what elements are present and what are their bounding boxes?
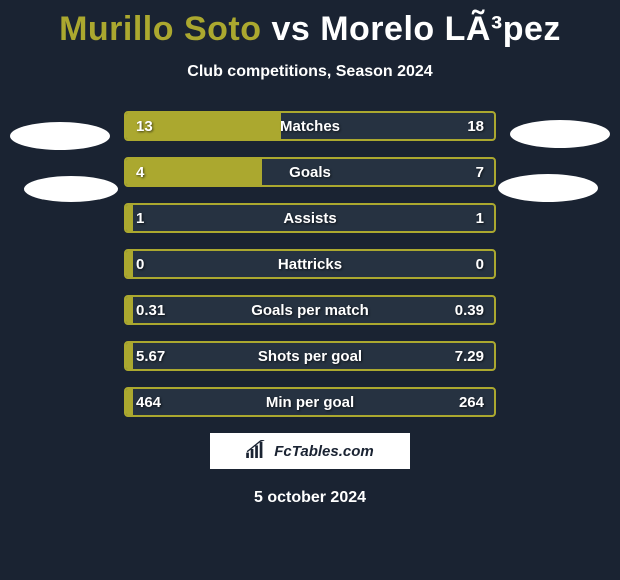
page-title: Murillo Soto vs Morelo LÃ³pez xyxy=(0,0,620,49)
bar-row: 0.31Goals per match0.39 xyxy=(124,295,496,325)
bar-value-right: 18 xyxy=(467,113,484,139)
chart-icon xyxy=(246,440,268,462)
bar-value-right: 0.39 xyxy=(455,297,484,323)
bar-row: 4Goals7 xyxy=(124,157,496,187)
bar-value-right: 7.29 xyxy=(455,343,484,369)
bar-label: Assists xyxy=(126,205,494,231)
bar-label: Goals xyxy=(126,159,494,185)
player2-logo-bottom xyxy=(498,174,598,202)
bar-value-right: 7 xyxy=(476,159,484,185)
bar-label: Shots per goal xyxy=(126,343,494,369)
bar-value-right: 0 xyxy=(476,251,484,277)
bar-label: Goals per match xyxy=(126,297,494,323)
player2-name: Morelo LÃ³pez xyxy=(320,10,561,48)
date-text: 5 october 2024 xyxy=(0,489,620,507)
bar-label: Matches xyxy=(126,113,494,139)
bar-row: 13Matches18 xyxy=(124,111,496,141)
bar-label: Hattricks xyxy=(126,251,494,277)
subtitle: Club competitions, Season 2024 xyxy=(0,63,620,81)
brand-chip: FcTables.com xyxy=(210,433,410,469)
vs-text: vs xyxy=(271,10,310,48)
bar-value-right: 1 xyxy=(476,205,484,231)
player1-name: Murillo Soto xyxy=(59,10,261,48)
bar-label: Min per goal xyxy=(126,389,494,415)
bar-row: 464Min per goal264 xyxy=(124,387,496,417)
player1-logo-bottom xyxy=(24,176,118,202)
player2-logo-top xyxy=(510,120,610,148)
bar-row: 0Hattricks0 xyxy=(124,249,496,279)
bar-row: 5.67Shots per goal7.29 xyxy=(124,341,496,371)
player1-logo-top xyxy=(10,122,110,150)
bar-value-right: 264 xyxy=(459,389,484,415)
brand-text: FcTables.com xyxy=(274,443,373,460)
comparison-bars: 13Matches18 4Goals7 1Assists1 0Hattricks0 0.… xyxy=(124,111,496,417)
bar-row: 1Assists1 xyxy=(124,203,496,233)
